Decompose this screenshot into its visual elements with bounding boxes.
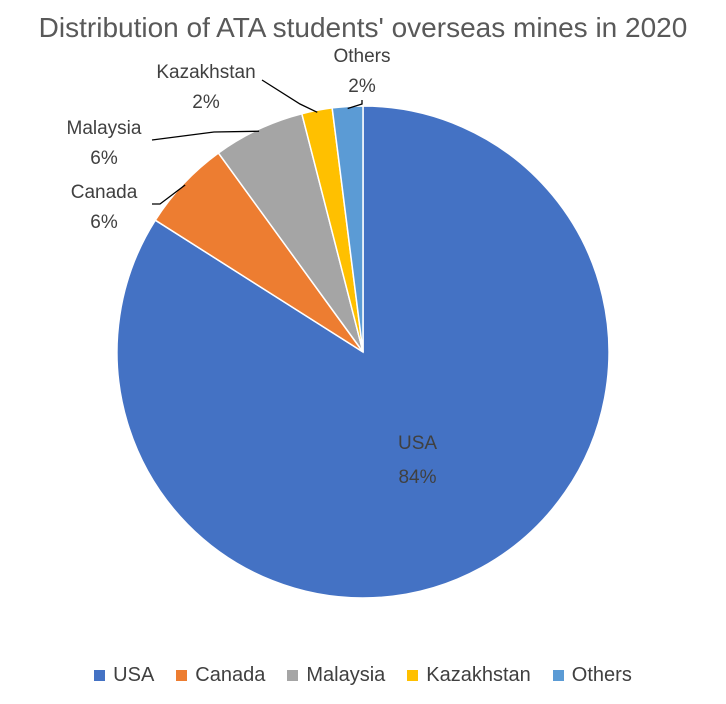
- leader-line-kazakhstan: [261, 79, 318, 113]
- leader-line-others: [347, 100, 363, 110]
- chart-title: Distribution of ATA students' overseas m…: [38, 12, 688, 43]
- legend-label-usa: USA: [113, 664, 155, 686]
- chart-legend: USA Canada Malaysia Kazakhstan Others: [0, 664, 726, 687]
- slice-label-name-usa: USA: [398, 433, 437, 454]
- pie-slice-others: [331, 105, 364, 353]
- legend-label-malaysia: Malaysia: [306, 664, 386, 686]
- slice-label-value-usa: 84%: [398, 467, 436, 488]
- slice-label-name-others: Others: [333, 46, 390, 67]
- slice-label-value-canada: 6%: [90, 212, 118, 233]
- legend-item-malaysia: Malaysia: [287, 664, 385, 687]
- slice-label-name-malaysia: Malaysia: [67, 118, 142, 139]
- legend-swatch-others: [552, 670, 564, 681]
- leader-line-canada: [152, 184, 186, 205]
- legend-swatch-canada: [176, 670, 188, 681]
- legend-label-kazakhstan: Kazakhstan: [426, 664, 531, 686]
- slice-label-value-kazakhstan: 2%: [192, 92, 220, 113]
- legend-item-canada: Canada: [176, 664, 265, 687]
- legend-swatch-malaysia: [287, 670, 299, 681]
- legend-swatch-kazakhstan: [407, 670, 419, 681]
- legend-item-kazakhstan: Kazakhstan: [407, 664, 531, 687]
- slice-label-name-kazakhstan: Kazakhstan: [156, 62, 255, 83]
- slice-label-name-canada: Canada: [71, 182, 138, 203]
- legend-swatch-usa: [94, 670, 106, 681]
- legend-label-canada: Canada: [195, 664, 266, 686]
- slice-label-value-malaysia: 6%: [90, 148, 118, 169]
- legend-label-others: Others: [571, 664, 632, 686]
- legend-item-usa: USA: [94, 664, 154, 687]
- slice-label-value-others: 2%: [348, 76, 376, 97]
- legend-item-others: Others: [552, 664, 632, 687]
- leader-line-malaysia: [151, 130, 260, 141]
